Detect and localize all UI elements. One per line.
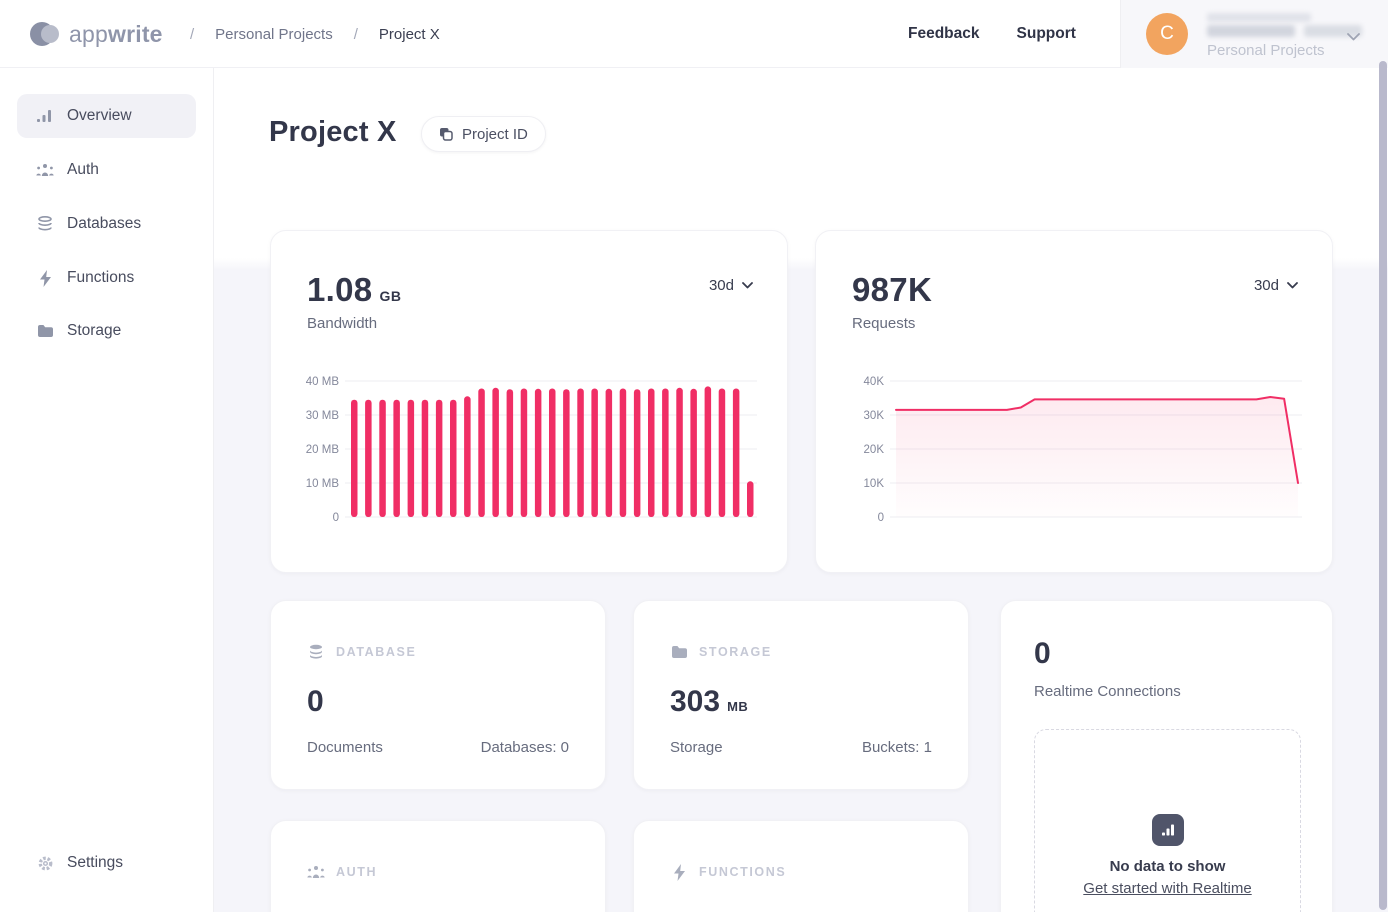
storage-label: Storage (670, 739, 723, 756)
project-id-button[interactable]: Project ID (421, 116, 546, 152)
requests-card: 987K Requests 30d 0 10K 20K 30K 40K (815, 230, 1333, 573)
requests-chart: 0 10K 20K 30K 40K (864, 376, 1302, 524)
realtime-card: 0 Realtime Connections No data to show G… (1000, 600, 1333, 912)
svg-text:40 MB: 40 MB (306, 376, 340, 388)
bandwidth-value: 1.08 GB (307, 271, 402, 308)
auth-card-title: AUTH (336, 865, 378, 879)
storage-card-footer: Storage Buckets: 1 (670, 739, 932, 756)
storage-card[interactable]: STORAGE 303 MB Storage Buckets: 1 (633, 600, 969, 790)
database-card-header: DATABASE (307, 643, 416, 661)
storage-card-title: STORAGE (699, 645, 772, 659)
sidebar-item-databases[interactable]: Databases (17, 202, 196, 246)
svg-text:10K: 10K (864, 478, 885, 490)
bandwidth-chart: 0 10 MB 20 MB 30 MB 40 MB (306, 376, 757, 524)
chevron-down-icon (742, 282, 753, 289)
account-menu[interactable]: C Personal Projects (1120, 0, 1388, 68)
storage-card-header: STORAGE (670, 643, 772, 661)
breadcrumb-current[interactable]: Project X (378, 25, 440, 43)
breadcrumb-parent[interactable]: Personal Projects (215, 25, 333, 43)
bandwidth-range-dropdown[interactable]: 30d (709, 277, 753, 294)
users-icon (307, 863, 325, 881)
sidebar-item-functions[interactable]: Functions (17, 256, 196, 300)
lightning-icon (670, 863, 688, 881)
realtime-connections-count: 0 (1034, 637, 1051, 670)
breadcrumb: / Personal Projects / Project X (190, 0, 440, 68)
sidebar-item-label: Overview (67, 107, 132, 124)
bandwidth-card: 1.08 GB Bandwidth 30d 0 10 MB 20 MB 30 MB 40 … (270, 230, 788, 573)
svg-text:30K: 30K (864, 410, 885, 422)
svg-text:30 MB: 30 MB (306, 410, 340, 422)
bandwidth-label: Bandwidth (307, 315, 378, 332)
page-title: Project X (269, 116, 397, 148)
auth-card[interactable]: AUTH (270, 820, 606, 912)
svg-text:20 MB: 20 MB (306, 444, 340, 456)
sidebar-item-label: Settings (67, 854, 124, 871)
functions-card-header: FUNCTIONS (670, 863, 786, 881)
sidebar-item-storage[interactable]: Storage (17, 309, 196, 353)
sidebar-item-overview[interactable]: Overview (17, 94, 196, 138)
copy-icon (439, 127, 453, 141)
database-icon (36, 215, 54, 233)
users-icon (36, 161, 54, 179)
bar-chart-icon (1151, 814, 1184, 846)
database-card[interactable]: DATABASE 0 Documents Databases: 0 (270, 600, 606, 790)
documents-label: Documents (307, 739, 383, 756)
sidebar-item-label: Storage (67, 322, 122, 339)
no-data-message: No data to show (1109, 858, 1226, 875)
auth-card-header: AUTH (307, 863, 377, 881)
storage-size: 303 MB (670, 685, 749, 718)
appwrite-logo-icon (30, 21, 60, 47)
redacted-user-name (1207, 25, 1295, 37)
support-link[interactable]: Support (1016, 25, 1076, 42)
bar-chart-icon (36, 107, 54, 125)
top-bar: appwrite / Personal Projects / Project X… (0, 0, 1388, 68)
redacted-user-name (1207, 13, 1311, 22)
realtime-empty-state: No data to show Get started with Realtim… (1034, 729, 1301, 912)
sidebar-item-label: Functions (67, 269, 135, 286)
user-organization: Personal Projects (1207, 42, 1325, 59)
sidebar-item-label: Auth (67, 161, 99, 178)
database-card-footer: Documents Databases: 0 (307, 739, 569, 756)
svg-text:20K: 20K (864, 444, 885, 456)
gear-icon (36, 854, 54, 872)
vertical-scrollbar-thumb[interactable] (1379, 61, 1387, 910)
appwrite-logo[interactable]: appwrite (30, 0, 163, 68)
svg-text:40K: 40K (864, 376, 885, 388)
database-icon (307, 643, 325, 661)
project-id-label: Project ID (462, 125, 528, 143)
breadcrumb-separator: / (353, 25, 358, 43)
get-started-realtime-link[interactable]: Get started with Realtime (1083, 880, 1252, 897)
svg-text:0: 0 (333, 512, 339, 524)
database-card-title: DATABASE (336, 645, 417, 659)
header-links: Feedback Support (908, 0, 1076, 68)
folder-icon (36, 322, 54, 340)
requests-value: 987K (852, 271, 933, 308)
svg-text:0: 0 (878, 512, 884, 524)
appwrite-logo-text: appwrite (69, 20, 163, 47)
functions-card[interactable]: FUNCTIONS (633, 820, 969, 912)
functions-card-title: FUNCTIONS (699, 865, 787, 879)
avatar: C (1146, 13, 1188, 55)
lightning-icon (36, 269, 54, 287)
chevron-down-icon (1287, 282, 1298, 289)
requests-range-dropdown[interactable]: 30d (1254, 277, 1298, 294)
chevron-down-icon (1347, 28, 1360, 46)
folder-icon (670, 643, 688, 661)
realtime-connections-label: Realtime Connections (1034, 683, 1181, 700)
svg-text:10 MB: 10 MB (306, 478, 340, 490)
requests-label: Requests (852, 315, 916, 332)
sidebar-item-label: Databases (67, 215, 142, 232)
buckets-count: Buckets: 1 (861, 739, 932, 756)
databases-count: Databases: 0 (480, 739, 569, 756)
sidebar-item-auth[interactable]: Auth (17, 148, 196, 192)
main-content: Project X Project ID 1.08 GB Bandwidth 30… (214, 68, 1388, 912)
sidebar-item-settings[interactable]: Settings (17, 841, 196, 885)
documents-count: 0 (307, 685, 324, 718)
feedback-link[interactable]: Feedback (908, 25, 980, 42)
sidebar: Overview Auth Databases Functions Storag… (0, 68, 214, 912)
breadcrumb-separator: / (190, 25, 195, 43)
